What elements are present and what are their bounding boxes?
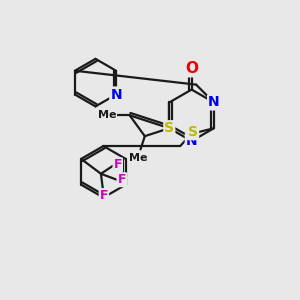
Text: S: S [188,125,198,139]
Text: Me: Me [98,110,116,120]
Text: N: N [186,134,197,148]
Text: N: N [208,95,220,110]
Text: S: S [164,121,174,135]
Text: O: O [185,61,198,76]
Text: Me: Me [128,153,147,163]
Text: F: F [113,158,122,171]
Text: F: F [118,173,126,186]
Text: N: N [110,88,122,101]
Text: F: F [100,189,108,202]
